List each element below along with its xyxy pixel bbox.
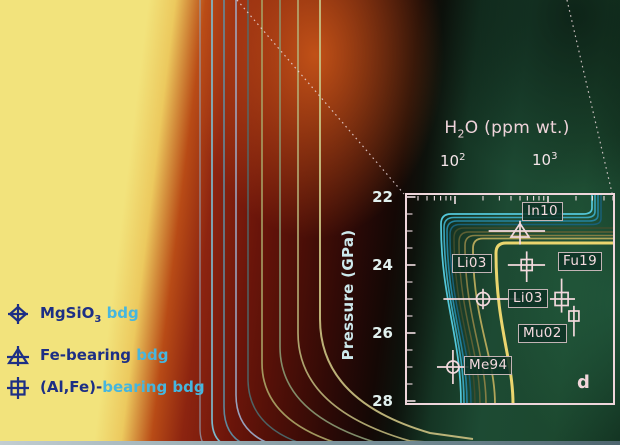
inset-x-axis-title: H2O (ppm wt.) bbox=[444, 118, 570, 141]
data-label-me94: Me94 bbox=[464, 356, 513, 375]
legend-item-label: MgSiO3 bdg bbox=[40, 303, 139, 325]
diamond-cross-marker-icon bbox=[8, 304, 28, 324]
y-tick-label-22: 22 bbox=[372, 188, 393, 206]
data-label-mu02: Mu02 bbox=[518, 324, 567, 343]
x-tick-label-1000: 103 bbox=[532, 151, 558, 169]
data-label-fu19: Fu19 bbox=[558, 252, 602, 271]
x-tick-label-100: 102 bbox=[440, 152, 466, 170]
inset-callout-dotted-lines bbox=[236, 0, 613, 195]
y-tick-label-28: 28 bbox=[372, 392, 393, 410]
legend-item-alfe-bearing-bdg: (Al,Fe)-bearing bdg bbox=[5, 376, 205, 400]
legend-item-label: Fe-bearing bdg bbox=[40, 345, 169, 364]
y-tick-label-24: 24 bbox=[372, 256, 393, 274]
y-tick-label-26: 26 bbox=[372, 324, 393, 342]
data-label-li03-circle: Li03 bbox=[508, 289, 548, 308]
square-cross-marker-icon bbox=[7, 377, 29, 399]
legend-item-fe-bearing-bdg: Fe-bearing bdg bbox=[5, 344, 168, 368]
main-solubility-curves bbox=[199, 0, 474, 445]
triangle-cross-marker-icon bbox=[6, 346, 30, 366]
inset-y-axis-title: Pressure (GPa) bbox=[339, 229, 357, 361]
legend-item-label: (Al,Fe)-bearing bdg bbox=[40, 377, 205, 396]
panel-label-d: d bbox=[577, 372, 590, 393]
data-label-li03-square: Li03 bbox=[452, 254, 492, 273]
data-label-in10: In10 bbox=[522, 202, 563, 221]
bottom-edge-strip bbox=[0, 441, 620, 445]
legend-item-mgsio3-bdg: MgSiO3 bdg bbox=[5, 302, 139, 326]
inset-data-markers bbox=[436, 220, 580, 384]
